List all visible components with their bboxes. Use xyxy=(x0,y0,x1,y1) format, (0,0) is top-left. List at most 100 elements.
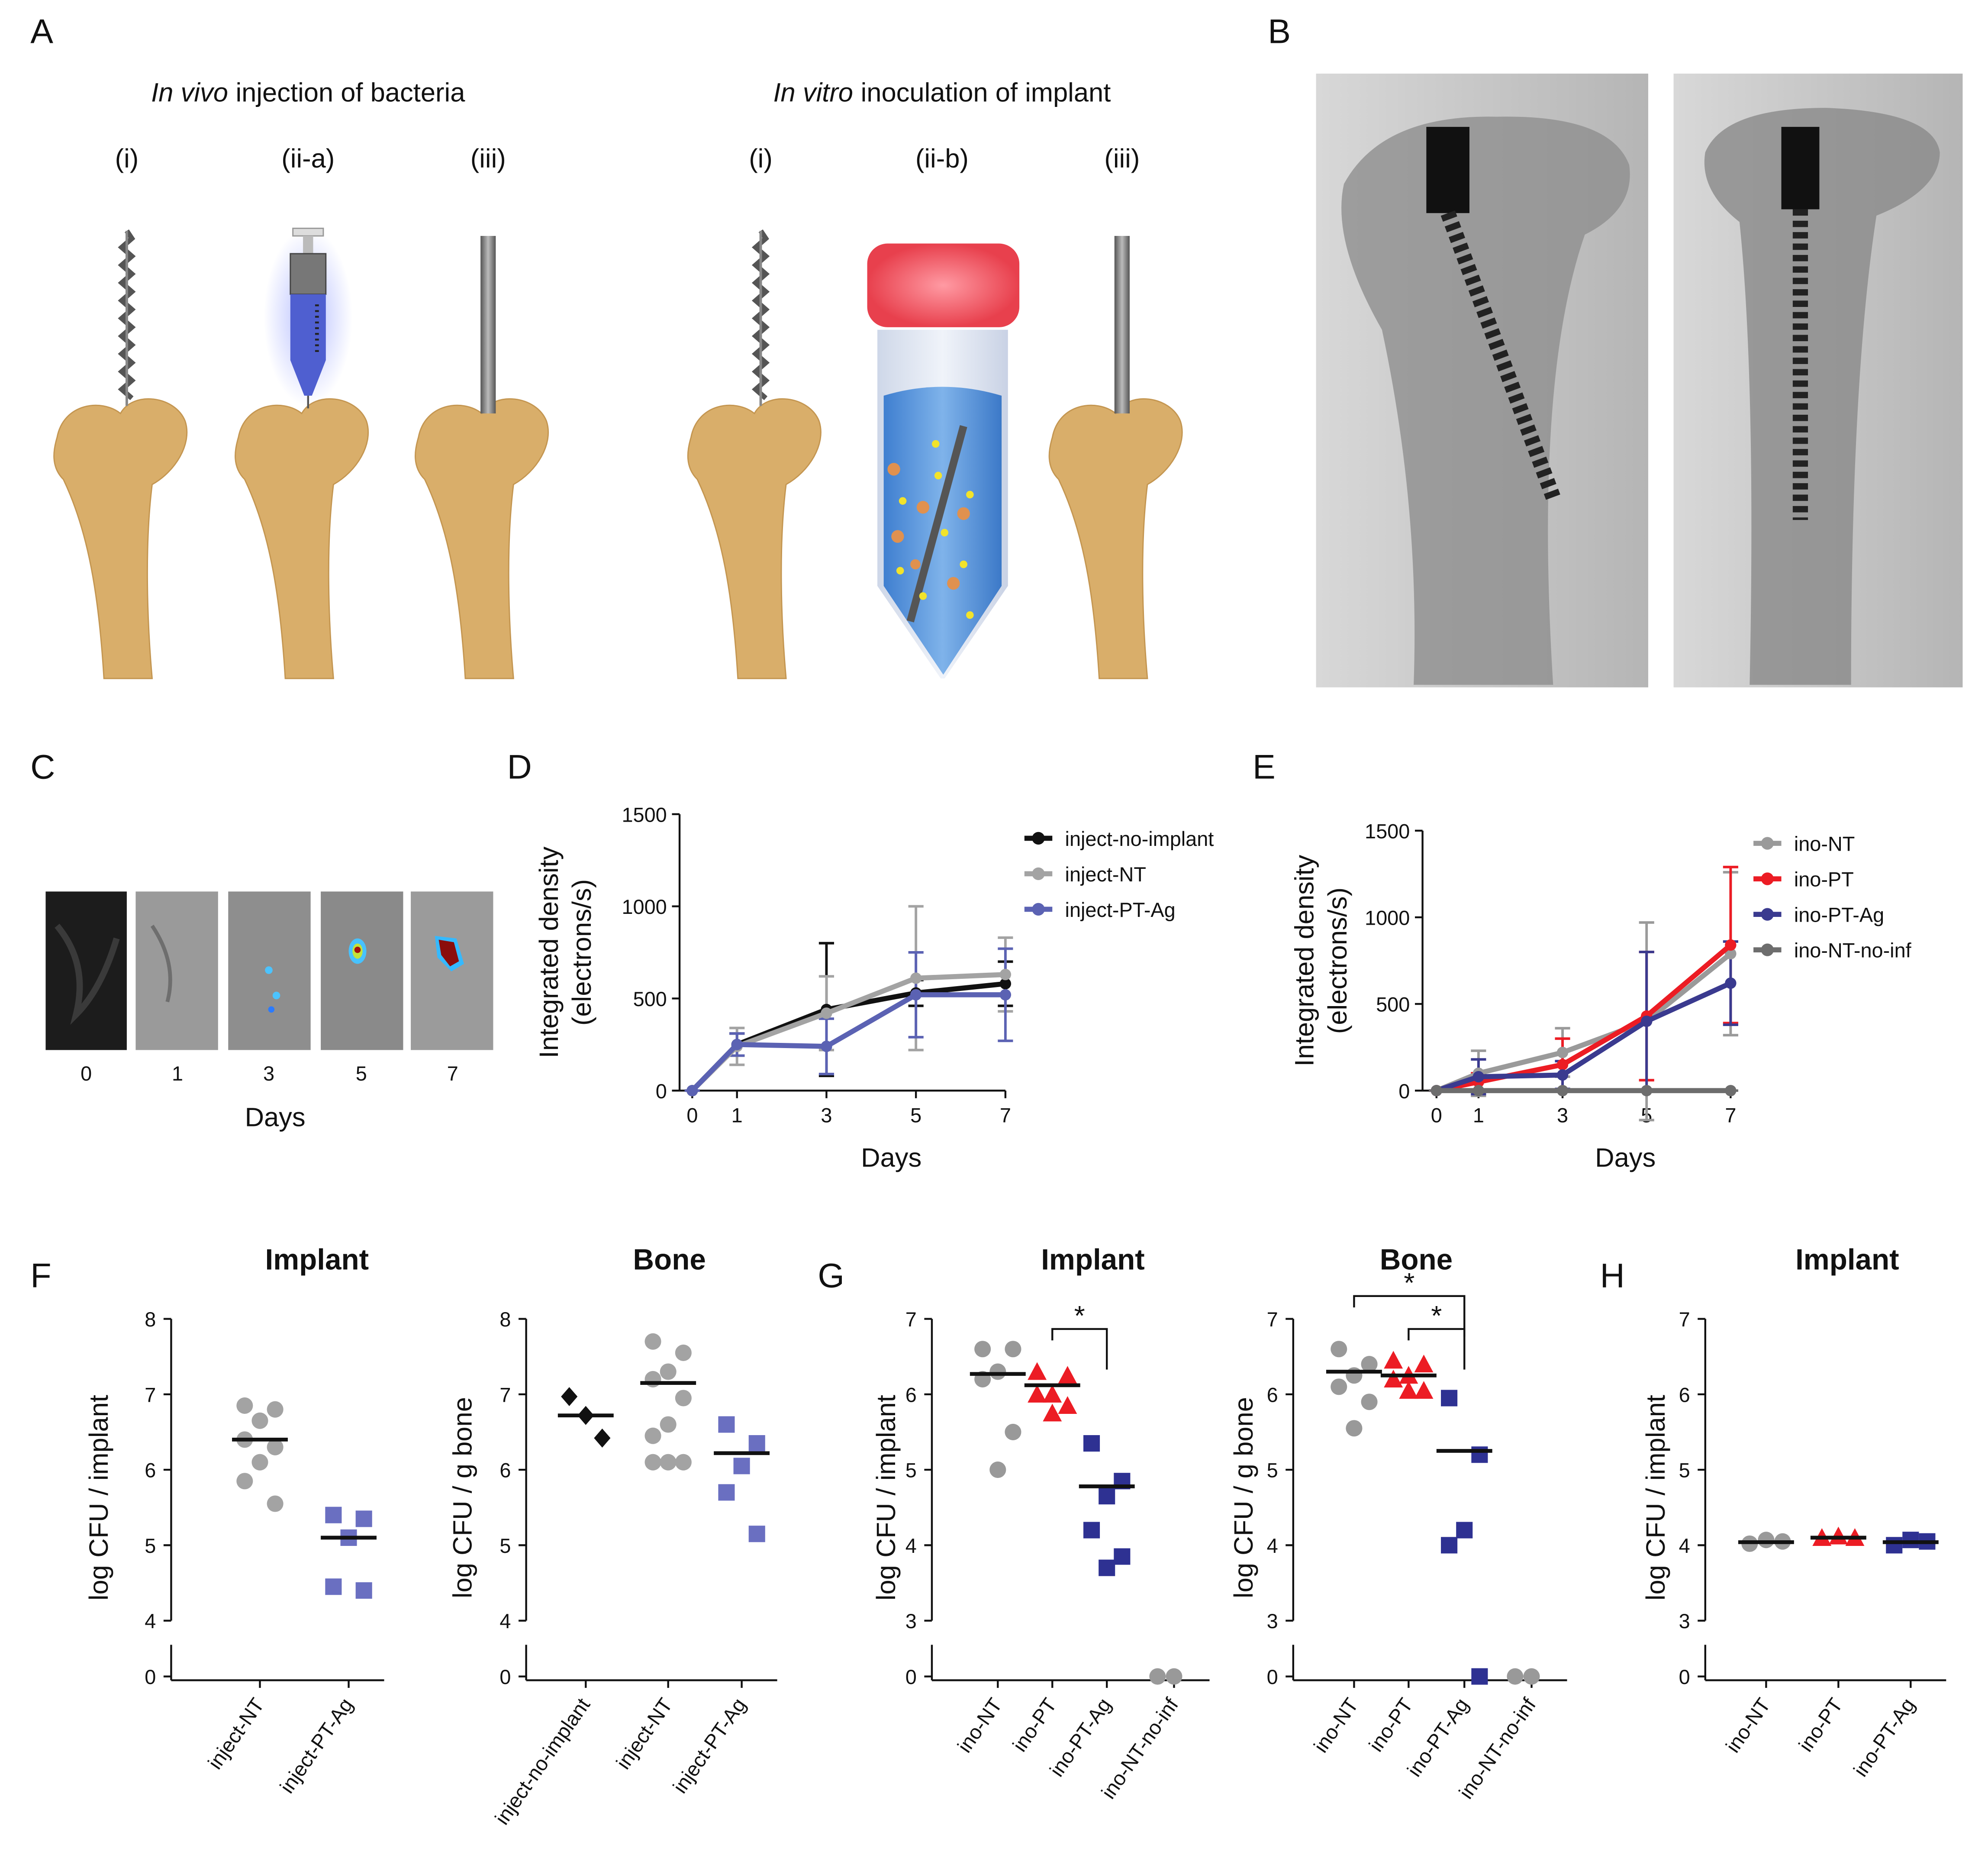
legend-dot xyxy=(1032,867,1045,881)
y-tick-label: 500 xyxy=(633,988,667,1010)
legend-label: ino-PT-Ag xyxy=(1794,904,1884,926)
data-point xyxy=(1507,1668,1524,1685)
x-tick-label: ino-NT xyxy=(1309,1694,1363,1757)
data-point xyxy=(1414,1381,1434,1399)
data-point xyxy=(355,1582,372,1599)
x-tick-label: 7 xyxy=(1725,1104,1736,1126)
step-label: (iii) xyxy=(470,144,506,174)
data-point xyxy=(1556,1047,1569,1058)
data-point xyxy=(267,1439,284,1455)
legend-dot xyxy=(1761,872,1774,885)
x-axis-label: Days xyxy=(861,1143,922,1173)
group-title: In vivo injection of bacteria xyxy=(151,77,465,107)
bone xyxy=(235,398,369,679)
plunger-top xyxy=(292,227,324,237)
y-tick-label: 5 xyxy=(499,1535,511,1557)
data-point xyxy=(1725,977,1737,989)
signal xyxy=(268,1006,275,1013)
y-tick-label: 0 xyxy=(499,1666,511,1688)
data-point xyxy=(1114,1548,1131,1565)
y-tick-label: 5 xyxy=(1679,1459,1690,1482)
x-tick-label: ino-NT xyxy=(953,1694,1006,1757)
y-tick-label: 6 xyxy=(1267,1384,1278,1406)
tube xyxy=(867,243,1020,679)
step-label: (ii-a) xyxy=(281,144,335,174)
panel-label: A xyxy=(30,12,53,51)
data-point xyxy=(1725,1085,1737,1097)
y-tick-label: 5 xyxy=(905,1459,917,1482)
bioluminescence-images xyxy=(45,891,493,1050)
bacteria xyxy=(896,440,974,619)
x-tick-label: ino-PT xyxy=(1365,1694,1418,1756)
y-tick-label: 5 xyxy=(1267,1459,1278,1482)
x-axis-label: Days xyxy=(245,1102,306,1132)
data-point xyxy=(821,1040,832,1052)
y-tick-label: 5 xyxy=(145,1535,156,1557)
data-point xyxy=(910,989,922,1001)
panel-label: H xyxy=(1600,1256,1625,1294)
x-tick-label: 3 xyxy=(821,1104,832,1126)
data-point xyxy=(1099,1559,1115,1576)
y-tick-label: 7 xyxy=(1267,1308,1278,1331)
x-tick-label: inject-PT-Ag xyxy=(275,1694,357,1797)
y-tick-label: 3 xyxy=(1267,1610,1278,1632)
data-point xyxy=(999,968,1012,981)
implant-head xyxy=(1781,127,1820,210)
panel-label: E xyxy=(1253,748,1276,786)
x-tick-label: ino-PT xyxy=(1795,1694,1847,1756)
data-point xyxy=(1556,1085,1569,1097)
legend-label: inject-no-implant xyxy=(1065,828,1214,850)
y-tick-label: 7 xyxy=(499,1384,511,1406)
y-axis-label: log CFU / g bone xyxy=(1229,1397,1259,1598)
tube-cap xyxy=(867,243,1020,327)
y-axis-label: log CFU / implant xyxy=(1641,1395,1671,1600)
legend-dot xyxy=(1761,908,1774,921)
y-tick-label: 4 xyxy=(1267,1535,1278,1557)
x-tick-label: 5 xyxy=(910,1104,922,1126)
data-point xyxy=(675,1390,692,1407)
data-point xyxy=(1471,1668,1488,1685)
data-point xyxy=(718,1416,735,1433)
data-point xyxy=(660,1416,677,1433)
data-point xyxy=(267,1495,284,1512)
bone xyxy=(1048,398,1183,679)
x-axis-label: Days xyxy=(1595,1143,1656,1173)
x-tick-label: 1 xyxy=(1473,1104,1484,1126)
y-tick-label: 1500 xyxy=(622,803,667,826)
data-point xyxy=(989,1461,1006,1478)
title-italic: In vitro xyxy=(773,77,853,107)
data-point xyxy=(1414,1355,1434,1373)
data-point xyxy=(1384,1369,1403,1387)
data-point xyxy=(1758,1532,1775,1549)
chart-title: Implant xyxy=(265,1243,369,1276)
texture xyxy=(55,923,120,1025)
y-tick-label: 7 xyxy=(145,1384,156,1406)
step-label: (iii) xyxy=(1104,144,1140,174)
y-tick-label: 4 xyxy=(145,1610,156,1632)
data-point xyxy=(1725,939,1737,951)
data-point xyxy=(325,1507,342,1523)
y-tick-label: 3 xyxy=(905,1610,917,1632)
data-point xyxy=(1149,1668,1166,1685)
panel-label: G xyxy=(818,1256,844,1294)
data-point xyxy=(1005,1341,1021,1358)
y-tick-label: 0 xyxy=(656,1080,667,1103)
significance-bracket xyxy=(1408,1328,1466,1370)
day-label: 1 xyxy=(172,1062,183,1085)
bone-shadow xyxy=(1341,116,1630,685)
data-point xyxy=(974,1341,991,1358)
data-point xyxy=(1043,1403,1062,1422)
bacteria-large xyxy=(887,463,970,590)
bone xyxy=(415,398,549,679)
y-axis-label: log CFU / implant xyxy=(84,1395,114,1600)
y-tick-label: 6 xyxy=(1679,1384,1690,1406)
image-tile xyxy=(135,891,218,1050)
legend-label: ino-NT-no-inf xyxy=(1794,939,1912,962)
data-point xyxy=(1166,1668,1182,1685)
data-point xyxy=(644,1333,661,1350)
x-tick-label: 0 xyxy=(1431,1104,1442,1126)
y-tick-label: 6 xyxy=(145,1459,156,1482)
data-point xyxy=(1058,1366,1077,1384)
significance-label: * xyxy=(1074,1300,1085,1331)
